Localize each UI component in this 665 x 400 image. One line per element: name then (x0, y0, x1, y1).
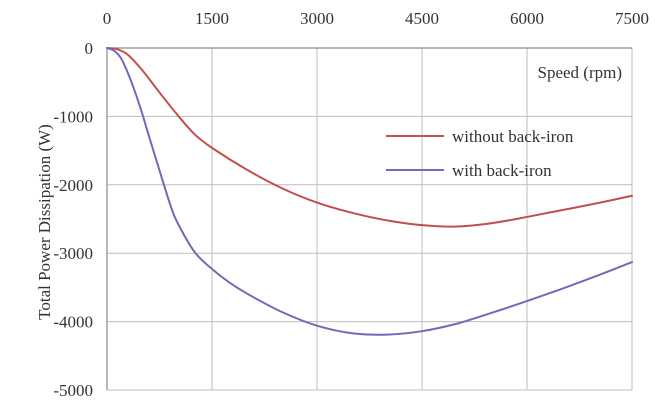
x-tick-label: 1500 (195, 9, 229, 28)
y-tick-label: -5000 (53, 381, 93, 400)
y-tick-labels: 0 -1000 -2000 -3000 -4000 -5000 (53, 39, 93, 400)
series-line-with-back-iron (106, 47, 633, 336)
y-axis-title: Total Power Dissipation (W) (35, 124, 54, 320)
x-axis-title: Speed (rpm) (537, 63, 622, 82)
x-tick-label: 7500 (615, 9, 649, 28)
grid-lines (107, 48, 633, 391)
legend-label: without back-iron (452, 127, 574, 146)
y-tick-label: -1000 (53, 107, 93, 126)
axes (106, 47, 632, 390)
x-tick-label: 3000 (300, 9, 334, 28)
legend: without back-iron with back-iron (386, 127, 574, 180)
x-tick-label: 6000 (510, 9, 544, 28)
y-tick-label: -2000 (53, 176, 93, 195)
y-tick-label: -3000 (53, 244, 93, 263)
y-tick-label: 0 (85, 39, 94, 58)
series-line-without-back-iron (106, 47, 633, 228)
x-tick-labels: 0 1500 3000 4500 6000 7500 (103, 9, 649, 28)
x-tick-label: 4500 (405, 9, 439, 28)
legend-label: with back-iron (452, 161, 552, 180)
x-tick-label: 0 (103, 9, 112, 28)
series-lines (106, 47, 633, 336)
y-tick-label: -4000 (53, 313, 93, 332)
